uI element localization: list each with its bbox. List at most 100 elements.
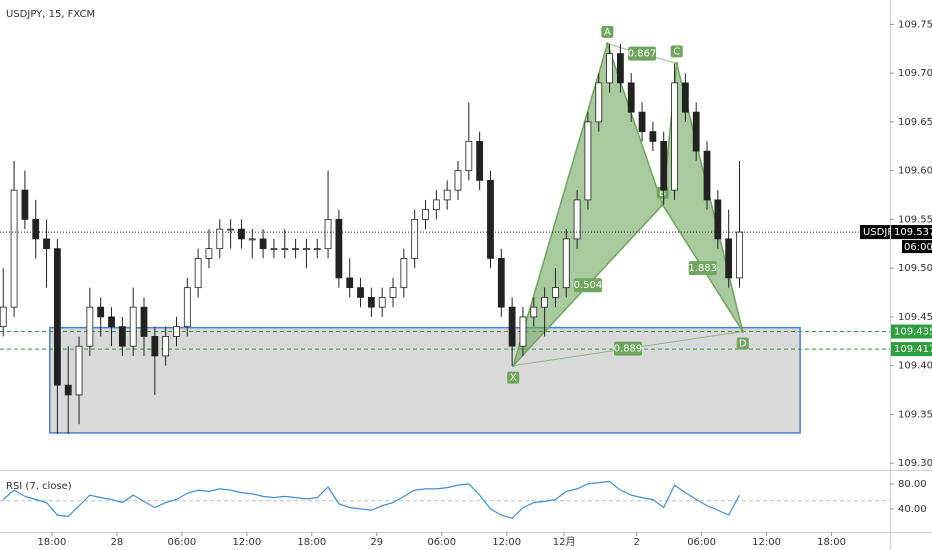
chart-title: USDJPY, 15, FXCM [6,9,95,20]
ratio-box [628,46,657,61]
candle-body [118,326,126,347]
candle-body [681,82,689,113]
candle-body [367,297,375,308]
candle-body [660,140,668,191]
level-tag [891,324,932,339]
x-tick-label: 12:00 [752,537,781,548]
candle-body [97,306,105,318]
symbol-label: USDJPY [863,227,900,238]
candle-body [443,189,451,201]
ratio-label: 0.867 [628,49,657,60]
zone [49,326,801,434]
candle-body [324,218,332,250]
x-tick-label: 28 [111,537,124,548]
candle-body [162,336,170,357]
candle-body [497,258,505,308]
y-tick-label: 109.350 [898,409,932,420]
y-tick-label: 109.550 [898,214,932,225]
candle-body [422,209,429,220]
symbol-tag [860,225,890,240]
candle-body [173,326,180,337]
candle-body [151,336,159,357]
y-tick-label: 109.400 [898,361,932,372]
x-tick-label: 29 [370,537,383,548]
rsi-title: RSI (7, close) [6,481,72,492]
ratio-label: 1.883 [688,263,717,274]
candle-body [248,238,256,241]
candle-body [400,258,408,289]
x-tick-label: 12:00 [492,537,521,548]
candle-body [313,248,321,251]
candle-body [346,277,354,289]
point-tag [507,371,520,384]
candle-body [465,140,473,172]
candle-body [595,82,603,123]
candle-body [703,150,711,201]
countdown-label: 06:00 [904,242,932,253]
candle-body [281,248,289,251]
candle-body [378,297,386,308]
candle-body [194,258,202,289]
point-label: X [510,373,517,384]
candle-body [86,306,94,347]
candle-body [519,316,527,347]
candle-body [530,306,538,318]
y-tick-label: 109.600 [898,166,932,177]
candle-body [0,306,7,328]
candle-body [53,248,61,386]
candle-body [714,199,722,240]
candle-body [584,121,592,201]
y-tick-label: 109.650 [898,117,932,128]
level-tag [891,342,932,357]
candle-body [259,238,267,250]
candle-body [270,248,278,251]
point-label: D [739,339,747,350]
rsi-line [2,480,741,519]
ratio-box [613,341,642,356]
x-tick-label: 18:00 [817,537,846,548]
candle-body [476,140,484,181]
candle-body [389,287,397,298]
candle-body [454,170,462,191]
ratio-box [688,261,717,276]
candle-body [10,189,18,308]
y-tick-label: 109.500 [898,263,932,274]
candle-body [692,111,700,152]
candle-body [552,287,559,298]
candle-body [238,228,245,240]
candle-body [43,238,50,250]
candle-body [649,131,657,142]
candle-body [216,228,224,250]
y-tick-label: 109.300 [898,458,932,469]
candle-body [411,218,419,259]
y-tick-label: 80.00 [898,479,927,490]
candle-body [108,316,115,328]
x-tick-label: 12月 [553,536,576,548]
countdown-tag [902,240,932,254]
candle-body [227,228,235,231]
candle-body [671,82,678,191]
pattern-point [741,330,745,334]
candle-body [432,199,440,211]
level-tag-label: 109.435 [894,327,932,338]
x-tick-label: 12:00 [232,537,261,548]
y-tick-label: 40.00 [898,504,927,515]
point-label: C [673,46,680,57]
candle-body [573,199,581,240]
point-tag [601,25,614,38]
candle-body [32,218,40,240]
candle-body [357,287,364,298]
point-label: A [604,27,611,38]
level-tag-label: 109.417 [894,344,932,355]
candle-body [129,306,137,347]
x-tick-label: 06:00 [167,537,196,548]
candle-body [64,384,72,396]
candle-body [508,306,516,347]
point-tag [736,337,749,350]
candle-body [541,297,549,308]
x-tick-label: 06:00 [687,537,716,548]
candle-body [140,306,148,337]
point-label: B [659,188,666,199]
candle-body [205,248,213,259]
